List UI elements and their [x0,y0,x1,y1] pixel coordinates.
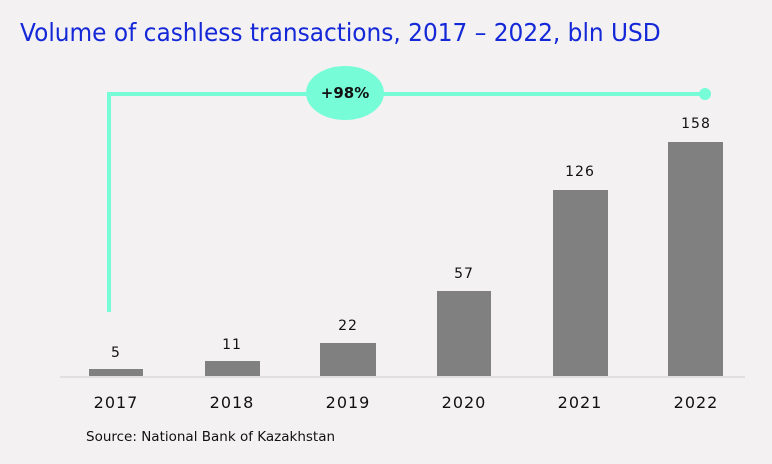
x-tick-2022: 2022 [673,393,719,412]
growth-badge: +98% [306,66,384,120]
x-tick-2020: 2020 [441,393,487,412]
growth-bracket-vertical [107,93,111,312]
bar-2018 [205,361,260,376]
value-label-2018: 11 [222,337,242,353]
growth-bracket-end-dot [699,88,711,100]
bar-2019 [320,343,376,376]
chart-title: Volume of cashless transactions, 2017 – … [20,18,661,47]
growth-badge-label: +98% [320,84,370,102]
bar-2020 [437,291,491,376]
x-tick-2017: 2017 [93,393,139,412]
value-label-2019: 22 [338,318,358,334]
value-label-2017: 5 [111,345,121,361]
bar-2017 [89,369,143,376]
x-tick-2021: 2021 [557,393,603,412]
x-axis-baseline [60,376,745,378]
x-tick-2018: 2018 [209,393,255,412]
source-note: Source: National Bank of Kazakhstan [86,429,336,445]
value-label-2021: 126 [565,164,595,180]
growth-bracket-horizontal [107,92,705,96]
value-label-2020: 57 [454,266,474,282]
x-tick-2019: 2019 [325,393,371,412]
bar-2021 [553,190,608,376]
bar-2022 [668,142,723,376]
value-label-2022: 158 [681,116,711,132]
